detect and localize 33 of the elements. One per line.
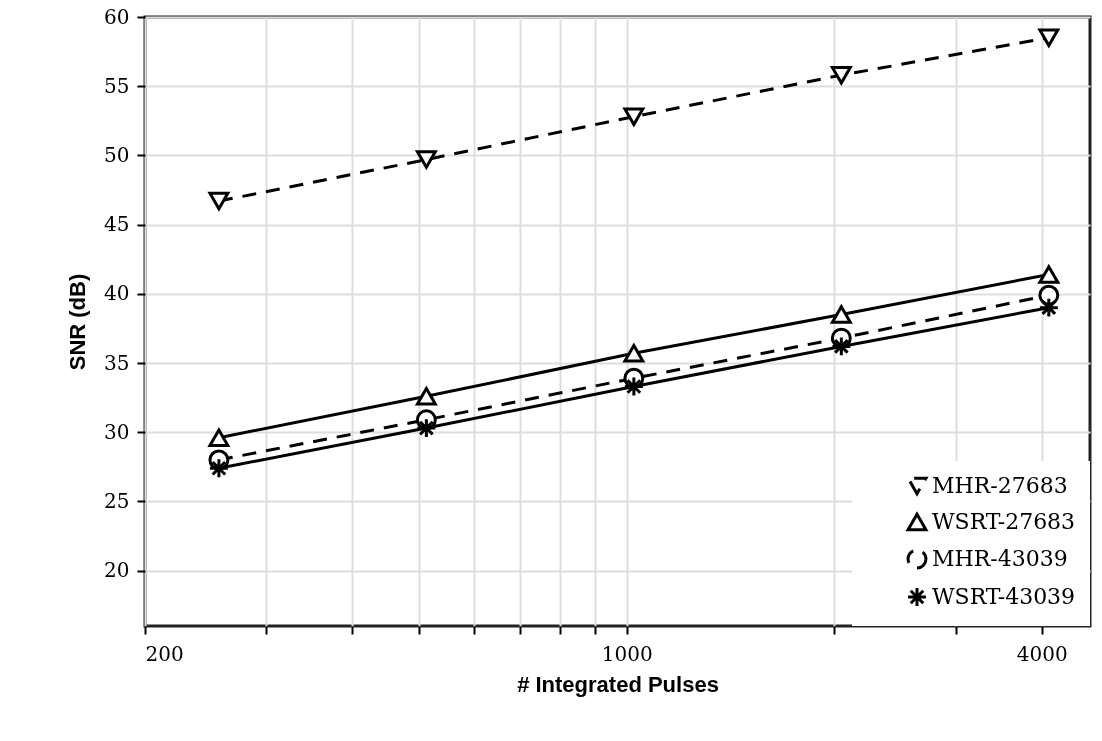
legend-label: MHR-43039 bbox=[932, 546, 1068, 571]
y-tick-label: 50 bbox=[104, 142, 130, 167]
x-tick-label: 4000 bbox=[1016, 641, 1068, 666]
legend-label: WSRT-27683 bbox=[932, 509, 1076, 534]
point bbox=[1038, 28, 1060, 48]
y-tick-label: 45 bbox=[104, 212, 130, 237]
point bbox=[208, 191, 230, 211]
point bbox=[623, 107, 645, 126]
y-tick-label: 40 bbox=[104, 281, 130, 306]
point bbox=[830, 335, 852, 357]
point bbox=[623, 376, 645, 397]
x-tick-label: 200 bbox=[145, 641, 184, 666]
y-tick-label: 30 bbox=[104, 419, 130, 444]
legend-label: MHR-27683 bbox=[932, 473, 1068, 498]
legend-label: WSRT-43039 bbox=[932, 584, 1076, 609]
point bbox=[208, 457, 230, 479]
y-axis-title: SNR (dB) bbox=[65, 273, 91, 371]
y-tick-label: 60 bbox=[104, 4, 130, 29]
y-tick-label: 25 bbox=[104, 488, 130, 513]
x-axis-title: # Integrated Pulses bbox=[517, 671, 719, 697]
x-tick-label: 1000 bbox=[601, 641, 653, 666]
point bbox=[415, 417, 437, 439]
point bbox=[415, 150, 437, 169]
point bbox=[415, 386, 437, 406]
y-tick-label: 35 bbox=[104, 350, 130, 375]
y-tick-label: 20 bbox=[104, 558, 130, 583]
point bbox=[830, 65, 852, 85]
point bbox=[1038, 297, 1060, 319]
point bbox=[830, 305, 852, 324]
point bbox=[1038, 265, 1060, 284]
y-tick-label: 55 bbox=[104, 73, 130, 98]
point bbox=[208, 428, 230, 448]
point bbox=[623, 344, 645, 363]
